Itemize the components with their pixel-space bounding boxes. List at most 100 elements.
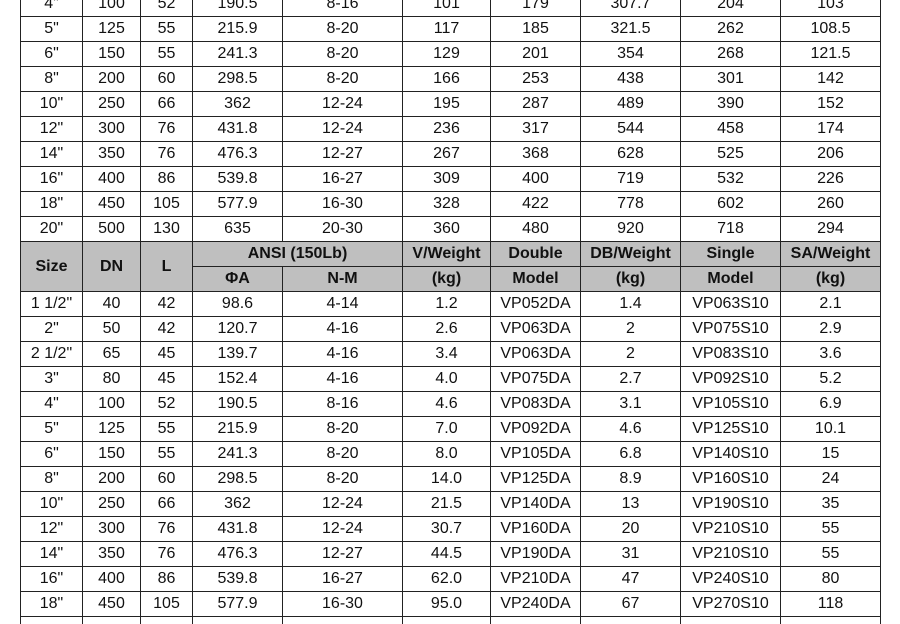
table-cell: 16-27 [282,566,403,592]
table-cell: VP160S10 [680,466,781,492]
table-cell: 86 [140,166,193,192]
table-cell: 66 [140,491,193,517]
table-cell: 42 [140,291,193,317]
table-cell: 476.3 [192,541,283,567]
table-cell: VP083DA [490,391,581,417]
table-cell: 12" [20,116,83,142]
table-cell: 2 1/2" [20,341,83,367]
table-cell: 152.4 [192,366,283,392]
table-cell: 95.0 [402,591,491,617]
table-cell: 47 [580,566,681,592]
header-cell: N-M [282,266,403,292]
table-cell: 2 [580,316,681,342]
table-cell: 2.6 [402,316,491,342]
table-cell: 35 [780,491,881,517]
table-cell: 8-20 [282,416,403,442]
table-cell: 45 [140,341,193,367]
table-cell: 66 [140,91,193,117]
table-cell: 166 [402,66,491,92]
table-cell: 12-24 [282,491,403,517]
header-cell: V/Weight [402,241,491,267]
table-cell: 8" [20,66,83,92]
table-cell [580,616,681,624]
table-cell: 294 [780,216,881,242]
table-cell: 635 [192,216,283,242]
table-cell: 307.7 [580,0,681,17]
table-cell: 8-20 [282,441,403,467]
table-cell: 215.9 [192,416,283,442]
table-cell [82,616,141,624]
table-cell: 52 [140,391,193,417]
header-cell: DN [82,241,141,292]
table-cell: 44.5 [402,541,491,567]
table-cell: 3.4 [402,341,491,367]
table-cell: 450 [82,591,141,617]
table-cell: VP190S10 [680,491,781,517]
table-cell: 422 [490,191,581,217]
table-cell: 6" [20,41,83,67]
table-cell: 2.9 [780,316,881,342]
table-cell: 300 [82,116,141,142]
table-cell: 215.9 [192,16,283,42]
table-cell: 778 [580,191,681,217]
table-cell: 362 [192,91,283,117]
table-cell: 174 [780,116,881,142]
table-cell: 129 [402,41,491,67]
table-cell: 76 [140,116,193,142]
table-cell: 2 [580,341,681,367]
table-cell: 130 [140,216,193,242]
table-cell: 190.5 [192,0,283,17]
table-cell: 125 [82,16,141,42]
table-cell: 628 [580,141,681,167]
header-cell: Model [490,266,581,292]
table-cell: VP210DA [490,566,581,592]
table-cell: 55 [780,516,881,542]
table-cell: 268 [680,41,781,67]
table-cell: 20 [580,516,681,542]
table-cell: 8-20 [282,66,403,92]
table-cell: 920 [580,216,681,242]
table-cell: 55 [140,41,193,67]
table-cell [780,616,881,624]
table-cell: 67 [580,591,681,617]
table-cell: VP075S10 [680,316,781,342]
table-cell: 12" [20,516,83,542]
table-cell: 10" [20,91,83,117]
table-cell: 287 [490,91,581,117]
table-cell: 118 [780,591,881,617]
table-cell: 60 [140,66,193,92]
table-cell: 718 [680,216,781,242]
header-cell: Single [680,241,781,267]
header-cell: (kg) [580,266,681,292]
table-cell: 55 [140,441,193,467]
table-cell: 354 [580,41,681,67]
header-cell: L [140,241,193,292]
table-cell: 2.1 [780,291,881,317]
table-cell: 431.8 [192,116,283,142]
table-cell: 360 [402,216,491,242]
table-cell: 16-30 [282,591,403,617]
header-cell: (kg) [780,266,881,292]
table-cell: 14.0 [402,466,491,492]
header-cell: Double [490,241,581,267]
table-cell: VP052DA [490,291,581,317]
table-cell: 16-27 [282,166,403,192]
table-cell: 539.8 [192,566,283,592]
table-cell: 3.1 [580,391,681,417]
table-cell: 40 [82,291,141,317]
table-cell: 206 [780,141,881,167]
table-cell: 241.3 [192,41,283,67]
table-cell: VP210S10 [680,541,781,567]
table-cell: 62.0 [402,566,491,592]
table-cell: 103 [780,0,881,17]
table-cell: 262 [680,16,781,42]
table-cell: 236 [402,116,491,142]
table-cell: 4-14 [282,291,403,317]
table-cell: 577.9 [192,591,283,617]
header-cell: ANSI (150Lb) [192,241,403,267]
table-cell: 55 [780,541,881,567]
table-cell: 12-27 [282,541,403,567]
table-cell: 368 [490,141,581,167]
table-cell: 24 [780,466,881,492]
table-cell: 201 [490,41,581,67]
